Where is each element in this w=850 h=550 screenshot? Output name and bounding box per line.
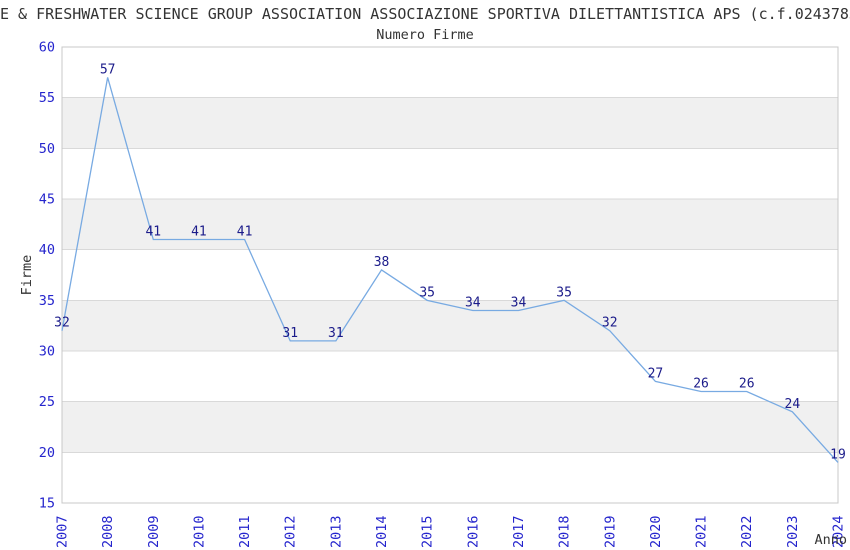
y-tick-label: 30: [39, 344, 55, 360]
point-label: 57: [100, 62, 116, 77]
x-tick-label: 2016: [465, 515, 481, 548]
point-label: 34: [465, 295, 481, 310]
x-tick-label: 2013: [328, 515, 344, 548]
y-tick-label: 60: [39, 40, 55, 56]
plot-band: [62, 300, 838, 351]
point-label: 32: [602, 316, 618, 331]
point-label: 24: [785, 397, 801, 412]
point-label: 38: [374, 255, 390, 270]
x-tick-label: 2020: [648, 515, 664, 548]
line-series: [61, 77, 839, 463]
point-label: 41: [145, 225, 161, 240]
y-tick-label: 35: [39, 293, 55, 309]
x-tick-label: 2024: [831, 515, 847, 548]
x-tick-label: 2009: [146, 515, 162, 548]
y-tick-label: 40: [39, 242, 55, 258]
point-label: 35: [556, 285, 572, 300]
y-tick-label: 20: [39, 445, 55, 461]
x-tick-label: 2010: [191, 515, 207, 548]
x-tick-label: 2012: [283, 515, 299, 548]
point-label: 27: [648, 366, 664, 381]
point-label: 35: [419, 285, 435, 300]
point-label: 31: [282, 326, 298, 341]
x-tick-label: 2018: [557, 515, 573, 548]
chart-title: E & FRESHWATER SCIENCE GROUP ASSOCIATION…: [0, 5, 850, 23]
plot-band: [62, 401, 838, 453]
y-tick-label: 15: [39, 496, 55, 512]
point-label: 32: [54, 316, 70, 331]
x-tick-label: 2023: [785, 515, 801, 548]
x-tick-label: 2021: [694, 515, 710, 548]
y-tick-label: 45: [39, 192, 55, 208]
y-tick-label: 25: [39, 394, 55, 410]
point-label: 34: [511, 295, 527, 310]
x-tick-label: 2022: [739, 515, 755, 548]
x-tick-label: 2019: [602, 515, 618, 548]
point-label: 26: [693, 377, 709, 392]
y-axis-title: Firme: [19, 255, 35, 296]
point-label: 41: [237, 225, 253, 240]
x-tick-label: 2008: [100, 515, 116, 548]
chart-subtitle: Numero Firme: [376, 27, 474, 43]
plot-band: [62, 199, 838, 250]
x-tick-label: 2014: [374, 515, 390, 548]
x-tick-label: 2011: [237, 515, 253, 548]
point-label: 26: [739, 377, 755, 392]
x-axis-title: Anno: [814, 532, 847, 548]
y-tick-label: 55: [39, 90, 55, 106]
plot-band: [62, 97, 838, 149]
y-tick-label: 50: [39, 141, 55, 157]
point-label: 41: [191, 225, 207, 240]
x-tick-label: 2007: [55, 515, 71, 548]
x-tick-label: 2017: [511, 515, 527, 548]
point-label: 19: [830, 447, 846, 462]
plot-border: [61, 46, 839, 504]
point-label: 31: [328, 326, 344, 341]
x-tick-label: 2015: [420, 515, 436, 548]
